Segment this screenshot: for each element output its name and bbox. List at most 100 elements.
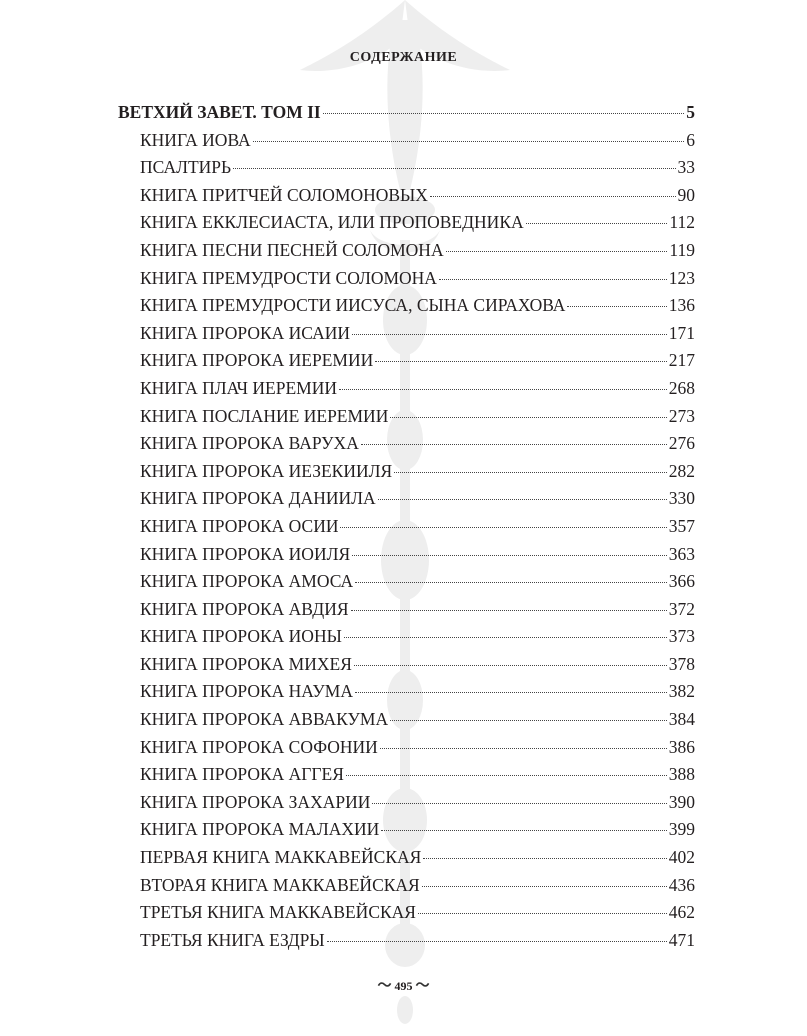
toc-entry-page: 384 [668, 709, 695, 730]
toc-entry: КНИГА ИОВА 6 [118, 127, 695, 155]
toc-entry-page: 136 [668, 295, 695, 316]
toc-entry-page: 112 [669, 212, 695, 233]
toc-entry-page: 273 [668, 405, 695, 426]
toc-entry: КНИГА ПРОРОКА ИЕРЕМИИ 217 [118, 347, 695, 375]
toc-entry-page: 378 [668, 653, 695, 674]
page-title: СОДЕРЖАНИЕ [349, 50, 458, 65]
toc-entry: КНИГА ПЕСНИ ПЕСНЕЙ СОЛОМОНА 119 [118, 237, 695, 265]
toc-entry-page: 471 [668, 929, 695, 950]
toc-entry-page: 90 [677, 184, 696, 205]
toc-entry: КНИГА ПРЕМУДРОСТИ ИИСУСА, СЫНА СИРАХОВА 1… [118, 292, 695, 320]
toc-entry-page: 6 [686, 129, 695, 150]
dot-leader [394, 471, 667, 473]
dot-leader [390, 416, 667, 418]
dot-leader [445, 250, 668, 252]
toc-entry-title: КНИГА ПРОРОКА МАЛАХИИ [140, 819, 380, 840]
toc-entry-title: КНИГА ПОСЛАНИЕ ИЕРЕМИИ [140, 405, 389, 426]
toc-entry-page: 366 [668, 571, 695, 592]
toc-entry-page: 330 [668, 488, 695, 509]
toc-entry-title: КНИГА ПРОРОКА ВАРУХА [140, 433, 359, 454]
page-footer: 〜 495 〜 [0, 975, 807, 995]
toc-entry-page: 123 [668, 267, 695, 288]
toc-entry-page: 436 [668, 874, 695, 895]
swash-right-icon: 〜 [415, 979, 430, 994]
toc-entry-page: 388 [668, 764, 695, 785]
toc-entry: КНИГА ПРОРОКА МИХЕЯ 378 [118, 651, 695, 679]
dot-leader [326, 940, 667, 942]
toc-entry: КНИГА ПРОРОКА НАУМА 382 [118, 678, 695, 706]
dot-leader [379, 747, 667, 749]
toc-entry-page: 5 [686, 102, 695, 122]
toc-entry-title: ВТОРАЯ КНИГА МАККАВЕЙСКАЯ [140, 874, 420, 895]
toc-entry: КНИГА ПРОРОКА ЗАХАРИИ 390 [118, 789, 695, 817]
dot-leader [252, 140, 685, 142]
toc-entry: КНИГА ПРОРОКА АВДИЯ 372 [118, 596, 695, 624]
toc-entry-title: КНИГА ПРОРОКА ИОНЫ [140, 626, 342, 647]
page-number: 495 [394, 979, 413, 993]
dot-leader [355, 582, 667, 584]
toc-entry: КНИГА ПРЕМУДРОСТИ СОЛОМОНА 123 [118, 265, 695, 293]
dot-leader [417, 913, 667, 915]
toc-entry-title: КНИГА ПРОРОКА ИСАИИ [140, 322, 351, 343]
toc-entry-title: КНИГА ПРОРОКА ДАНИИЛА [140, 488, 376, 509]
dot-leader [233, 168, 676, 170]
toc-entry-page: 282 [668, 460, 695, 481]
toc-entry-title: КНИГА ПРОРОКА СОФОНИИ [140, 736, 378, 757]
toc-entry: ТРЕТЬЯ КНИГА МАККАВЕЙСКАЯ 462 [118, 899, 695, 927]
dot-leader [377, 499, 667, 501]
dot-leader [353, 664, 667, 666]
toc-entry: КНИГА ПРОРОКА МАЛАХИИ 399 [118, 816, 695, 844]
toc-entry-page: 373 [668, 626, 695, 647]
toc-entry-title: ТРЕТЬЯ КНИГА МАККАВЕЙСКАЯ [140, 902, 416, 923]
table-of-contents: ВЕТХИЙ ЗАВЕТ. ТОМ II 5 КНИГА ИОВА 6 ПСАЛТИРЬ… [118, 99, 695, 954]
dot-leader [429, 195, 676, 197]
toc-entry-page: 372 [668, 598, 695, 619]
toc-entry: КНИГА ПРОРОКА ОСИИ 357 [118, 513, 695, 541]
toc-entry-page: 402 [668, 847, 695, 868]
toc-entry-page: 119 [669, 239, 695, 260]
toc-entry-title: КНИГА ИОВА [140, 129, 251, 150]
toc-entry: ТРЕТЬЯ КНИГА ЕЗДРЫ 471 [118, 927, 695, 955]
toc-entry-title: КНИГА ПРЕМУДРОСТИ СОЛОМОНА [140, 267, 437, 288]
dot-leader [360, 444, 667, 446]
toc-entry: КНИГА ПРОРОКА ИЕЗЕКИИЛЯ 282 [118, 458, 695, 486]
toc-entry-title: ВЕТХИЙ ЗАВЕТ. ТОМ II [118, 102, 321, 122]
toc-entry: КНИГА ПРОРОКА АМОСА 366 [118, 568, 695, 596]
toc-entry-title: КНИГА ПРОРОКА НАУМА [140, 681, 353, 702]
toc-entry: КНИГА ПРОРОКА ВАРУХА 276 [118, 430, 695, 458]
dot-leader [352, 333, 667, 335]
toc-entry-title: КНИГА ПРОРОКА ОСИИ [140, 515, 339, 536]
toc-entry: КНИГА ПРОРОКА ИСАИИ 171 [118, 320, 695, 348]
toc-entry-title: КНИГА ПЛАЧ ИЕРЕМИИ [140, 377, 337, 398]
toc-entry-title: КНИГА ПРЕМУДРОСТИ ИИСУСА, СЫНА СИРАХОВА [140, 295, 566, 316]
dot-leader [525, 223, 668, 225]
toc-entry-title: КНИГА ПРОРОКА АМОСА [140, 571, 354, 592]
toc-entry-title: КНИГА ПРОРОКА АВДИЯ [140, 598, 349, 619]
toc-entry: КНИГА ПРОРОКА АВВАКУМА 384 [118, 706, 695, 734]
toc-entry-page: 462 [668, 902, 695, 923]
toc-entry-title: КНИГА ПРИТЧЕЙ СОЛОМОНОВЫХ [140, 184, 428, 205]
toc-entry-page: 386 [668, 736, 695, 757]
toc-entry-title: КНИГА ПРОРОКА ИЕРЕМИИ [140, 350, 374, 371]
toc-entry: КНИГА ПЛАЧ ИЕРЕМИИ 268 [118, 375, 695, 403]
swash-left-icon: 〜 [377, 979, 392, 994]
toc-entry-page: 217 [668, 350, 695, 371]
toc-entry: ВТОРАЯ КНИГА МАККАВЕЙСКАЯ 436 [118, 872, 695, 900]
dot-leader [355, 692, 667, 694]
toc-entry-page: 33 [677, 157, 696, 178]
dot-leader [350, 609, 667, 611]
dot-leader [345, 775, 667, 777]
dot-leader [390, 720, 667, 722]
ornament-watermark [300, 0, 510, 1024]
toc-entry: КНИГА ЕККЛЕСИАСТА, ИЛИ ПРОПОВЕДНИКА 112 [118, 209, 695, 237]
toc-entry-title: ТРЕТЬЯ КНИГА ЕЗДРЫ [140, 929, 325, 950]
toc-entry: КНИГА ПРОРОКА АГГЕЯ 388 [118, 761, 695, 789]
toc-entry: КНИГА ПРОРОКА ДАНИИЛА 330 [118, 485, 695, 513]
dot-leader [343, 637, 667, 639]
dot-leader [322, 113, 685, 114]
toc-entry-page: 357 [668, 515, 695, 536]
toc-entry-title: КНИГА ПЕСНИ ПЕСНЕЙ СОЛОМОНА [140, 239, 444, 260]
toc-entry-title: КНИГА ПРОРОКА ИЕЗЕКИИЛЯ [140, 460, 393, 481]
dot-leader [352, 554, 667, 556]
dot-leader [423, 858, 667, 860]
